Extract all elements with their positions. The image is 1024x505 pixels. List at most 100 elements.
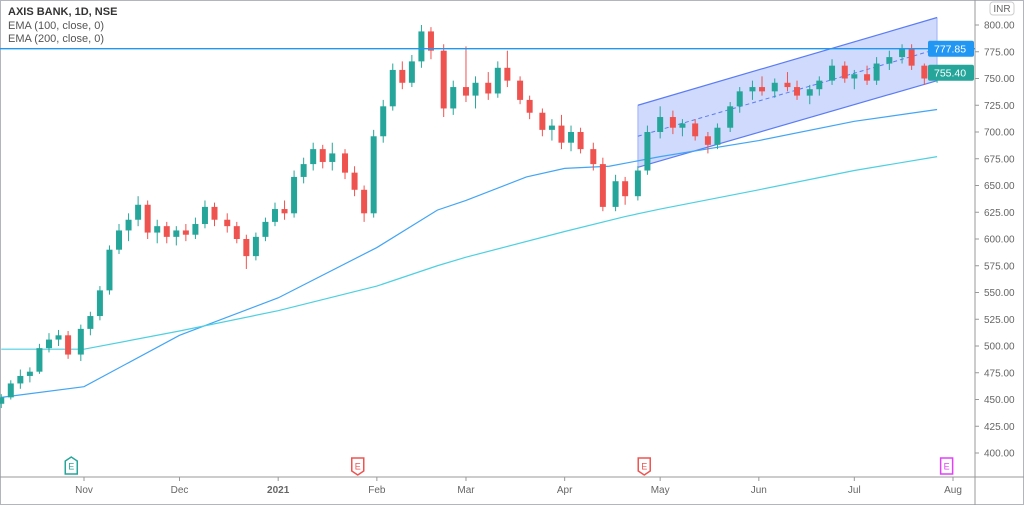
x-tick-label: Aug xyxy=(944,485,962,496)
candle xyxy=(864,65,871,85)
candle xyxy=(17,369,24,389)
candle-body xyxy=(182,230,189,235)
legend-ema200[interactable]: EMA (200, close, 0) xyxy=(8,33,104,45)
last-price-badge xyxy=(928,64,974,81)
candle xyxy=(829,59,836,85)
earnings-marker-label: E xyxy=(68,462,74,472)
candle-body xyxy=(829,65,836,81)
candle xyxy=(784,72,791,92)
candle-body xyxy=(539,112,546,130)
candle-body xyxy=(77,328,84,355)
candle-body xyxy=(0,397,5,404)
candle xyxy=(526,95,533,120)
candle xyxy=(427,27,434,60)
earnings-marker-icon[interactable]: E xyxy=(637,457,651,476)
candle-body xyxy=(749,87,756,92)
candle-body xyxy=(841,65,848,79)
candle-body xyxy=(679,123,686,128)
candle-body xyxy=(450,87,457,109)
candle-body xyxy=(622,181,629,197)
candle-body xyxy=(462,87,469,96)
candle xyxy=(899,44,906,64)
candle xyxy=(389,63,396,111)
candle-body xyxy=(568,132,575,143)
candle xyxy=(116,224,123,254)
candle-body xyxy=(472,82,479,96)
candle xyxy=(173,226,180,246)
candle xyxy=(77,324,84,361)
candle-body xyxy=(173,230,180,237)
candle xyxy=(144,200,151,239)
candle xyxy=(692,119,699,141)
candle-body xyxy=(517,80,524,100)
channel-mid-line xyxy=(637,48,938,137)
earnings-marker-shape xyxy=(351,457,365,476)
candle-body xyxy=(26,371,33,376)
candle-body xyxy=(558,125,565,143)
currency-label: INR xyxy=(993,4,1010,15)
y-tick-label: 625.00 xyxy=(984,208,1015,219)
y-tick-label: 650.00 xyxy=(984,181,1015,192)
candle xyxy=(657,106,664,139)
candle xyxy=(462,46,469,103)
candle-body xyxy=(310,149,317,165)
y-tick-label: 450.00 xyxy=(984,395,1015,406)
x-tick-label: Apr xyxy=(557,485,573,496)
earnings-marker-shape xyxy=(64,456,79,475)
candle-body xyxy=(65,335,72,355)
y-tick-label: 475.00 xyxy=(984,368,1015,379)
candle xyxy=(794,80,801,100)
candle-body xyxy=(759,87,766,92)
candle-body xyxy=(361,189,368,214)
candle xyxy=(558,114,565,150)
candle-body xyxy=(440,50,447,109)
candle xyxy=(622,176,629,205)
legend-title: AXIS BANK, 1D, NSE xyxy=(8,6,118,18)
legend-ema100[interactable]: EMA (100, close, 0) xyxy=(8,19,104,32)
candle xyxy=(233,221,240,244)
x-tick-label: Nov xyxy=(75,485,93,496)
y-tick-label: 750.00 xyxy=(984,74,1015,85)
hline-price-badge xyxy=(928,40,974,57)
earnings-marker-shape xyxy=(637,457,651,476)
y-tick-label: 500.00 xyxy=(984,342,1015,353)
x-tick-label: Mar xyxy=(457,485,475,496)
candle xyxy=(599,157,606,212)
y-tick-label: 550.00 xyxy=(984,288,1015,299)
candle-body xyxy=(342,153,349,173)
candle xyxy=(704,132,711,154)
candle-body xyxy=(243,239,250,257)
candle-body xyxy=(714,127,721,145)
earnings-marker-icon[interactable]: E xyxy=(351,457,365,476)
x-tick-label: Feb xyxy=(368,485,386,496)
candle xyxy=(669,110,676,135)
candle-body xyxy=(873,63,880,81)
candle-body xyxy=(399,69,406,83)
y-tick-label: 600.00 xyxy=(984,235,1015,246)
candle xyxy=(568,125,575,152)
candle xyxy=(163,221,170,244)
candle-body xyxy=(704,136,711,145)
candle-body xyxy=(201,206,208,225)
candle xyxy=(644,125,651,175)
candle xyxy=(714,123,721,150)
candle-body xyxy=(271,209,278,222)
earnings-marker-icon[interactable]: E xyxy=(939,457,954,475)
candle-body xyxy=(548,125,555,130)
earnings-marker-icon[interactable]: E xyxy=(64,456,79,475)
candle-body xyxy=(233,226,240,239)
currency-badge xyxy=(989,1,1015,16)
candle-body xyxy=(291,176,298,214)
candle xyxy=(590,142,597,171)
candle xyxy=(921,63,928,85)
candle-body xyxy=(657,117,664,132)
candle xyxy=(262,217,269,242)
candle xyxy=(370,129,377,218)
candle xyxy=(45,333,52,353)
candle-body xyxy=(224,219,231,227)
candle xyxy=(418,25,425,68)
y-tick-label: 800.00 xyxy=(984,21,1015,32)
candle xyxy=(224,213,231,233)
